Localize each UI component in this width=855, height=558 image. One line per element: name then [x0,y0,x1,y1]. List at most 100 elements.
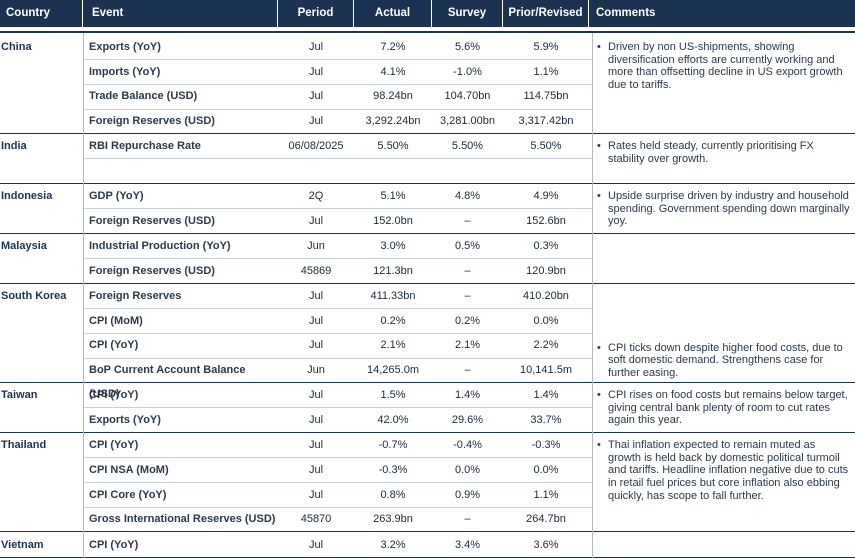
country-name: India [1,140,27,153]
prior-cell: 1.1% [533,65,559,78]
actual-cell: 121.3bn [373,264,413,277]
group-divider [0,382,855,384]
header-actual: Actual [354,0,432,27]
period-cell [278,159,354,183]
country-group: Indonesia GDP (YoY) 2Q 5.1% 4.8% 4.9% Foreign … [0,184,855,235]
actual-cell: 0.8% [380,488,406,501]
table-row: Trade Balance (USD) Jul 98.24bn 104.70bn 114… [83,84,592,108]
period-cell: Jul [308,290,324,302]
prior-cell: 114.75bn [523,90,569,103]
table-row: Foreign Reserves (USD) Jul 152.0bn – 152.6bn [83,209,592,233]
event-cell: CPI (MoM) [89,314,143,327]
actual-cell [354,159,432,183]
actual-cell: 5.50% [377,140,409,153]
comment-text: Thai inflation expected to remain muted … [608,439,849,502]
row-divider [83,506,592,508]
comment: • CPI ticks down despite higher food cost… [592,342,850,380]
table-row: CPI Core (YoY) Jul 0.8% 0.9% 1.1% [83,483,592,507]
row-divider [83,108,592,110]
survey-cell [432,159,503,183]
header-country: Country [0,0,83,27]
survey-cell: 0.5% [454,240,481,253]
group-divider [0,183,855,185]
country-group: India RBI Repurchase Rate 06/08/2025 5.50% 5… [0,134,855,185]
period-cell: 06/08/2025 [288,140,344,153]
prior-cell [503,159,589,183]
period-cell: Jun [307,240,325,253]
bullet-icon: • [597,389,601,402]
event-cell: Foreign Reserves (USD) [89,214,215,227]
prior-cell: 10,141.5m [520,364,572,377]
period-cell: Jul [308,413,324,426]
country-group: Thailand CPI (YoY) Jul -0.7% -0.4% -0.3% CPI N… [0,433,855,533]
row-divider [83,332,592,334]
actual-cell: 7.2% [380,41,406,53]
prior-cell: 1.1% [533,488,559,501]
row-divider [83,407,592,409]
comment-text: CPI ticks down despite higher food costs… [608,341,843,379]
actual-cell: 263.9bn [373,513,413,526]
actual-cell: 42.0% [377,413,409,426]
bullet-icon: • [597,41,601,53]
period-cell: 2Q [308,190,324,203]
period-cell: Jul [308,463,324,476]
table-row: GDP (YoY) 2Q 5.1% 4.8% 4.9% [83,184,592,208]
prior-cell: 120.9bn [526,264,566,277]
prior-cell: 2.2% [533,339,559,352]
actual-cell: 14,265.0m [367,364,419,377]
actual-cell: 98.24bn [373,90,413,103]
event-cell [83,159,278,183]
actual-cell: 5.1% [380,190,406,203]
prior-cell: 0.3% [533,240,559,253]
country-name: China [1,41,32,53]
actual-cell: 0.2% [380,314,406,327]
event-cell: Foreign Reserves [89,290,182,302]
event-cell: Imports (YoY) [89,65,161,78]
table-row: Foreign Reserves (USD) Jul 3,292.24bn 3,281… [83,109,592,133]
period-cell: Jun [307,364,325,377]
period-cell: Jul [308,488,324,501]
survey-cell: 1.4% [454,389,481,402]
comment: • CPI rises on food costs but remains bel… [592,389,850,427]
survey-cell: 0.9% [454,488,481,501]
table-row: Gross International Reserves (USD) 45870 2… [83,507,592,531]
table-row: CPI (YoY) Jul 3.2% 3.4% 3.6% [83,533,592,557]
actual-cell: 4.1% [380,65,406,78]
comment-text: Rates held steady, currently prioritisin… [608,140,814,165]
period-cell: Jul [308,115,324,128]
column-divider [83,33,84,558]
survey-cell: – [464,364,471,377]
event-cell: Trade Balance (USD) [89,90,198,103]
period-cell: 45869 [300,264,332,277]
prior-cell: 264.7bn [526,513,566,526]
group-divider [0,432,855,434]
survey-cell: 5.6% [454,41,481,53]
comment-text: Upside surprise driven by industry and h… [608,190,850,228]
prior-cell: 0.0% [533,463,559,476]
country-name: Thailand [1,439,47,452]
bullet-icon: • [597,341,601,354]
row-divider [83,482,592,484]
header-gap [0,27,855,33]
actual-cell: 3,292.24bn [365,115,421,128]
survey-cell: 3,281.00bn [439,115,496,128]
period-cell: Jul [308,90,324,103]
event-cell: RBI Repurchase Rate [89,140,201,153]
survey-cell: 0.0% [454,463,481,476]
prior-cell: 4.9% [533,190,559,203]
table-header: Country Event Period Actual Survey Prior… [0,0,855,27]
event-cell: Exports (YoY) [89,413,161,426]
table-row: CPI (YoY) Jul 1.5% 1.4% 1.4% [83,383,592,407]
survey-cell: -0.4% [453,439,482,452]
table-row: BoP Current Account Balance (USD) Jun 14,2… [83,358,592,400]
row-divider [83,357,592,359]
row-divider [83,457,592,459]
comment: • Rates held steady, currently prioritisi… [592,140,850,165]
period-cell: Jul [308,214,324,227]
comment-text: Driven by non US-shipments, showing dive… [608,41,843,91]
period-cell: Jul [308,314,324,327]
actual-cell: 1.5% [380,389,406,402]
event-cell: CPI (YoY) [89,538,139,551]
event-cell: GDP (YoY) [89,190,144,203]
country-group: Taiwan CPI (YoY) Jul 1.5% 1.4% 1.4% Exports (Y… [0,383,855,434]
